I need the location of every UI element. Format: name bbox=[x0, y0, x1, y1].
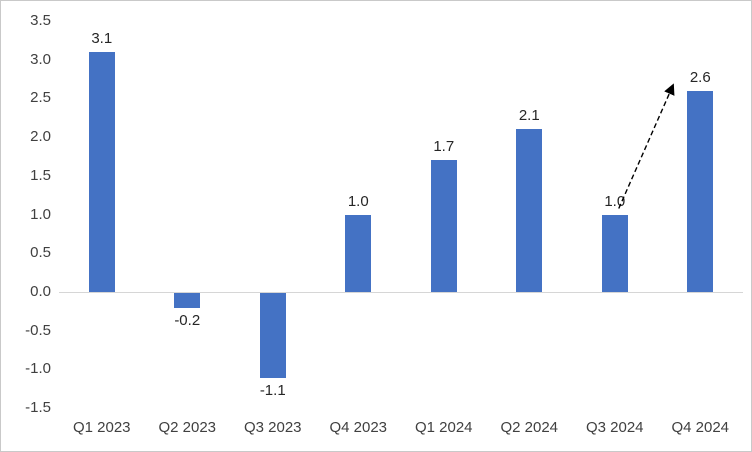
y-tick-label: -0.5 bbox=[25, 321, 51, 339]
bar-value-label: -1.1 bbox=[259, 382, 286, 400]
bar-q4-2023 bbox=[345, 214, 372, 292]
bar-q1-2023 bbox=[88, 51, 115, 292]
y-tick-label: 3.5 bbox=[30, 12, 51, 29]
x-category-label: Q4 2023 bbox=[329, 419, 388, 436]
y-tick-label: 1.5 bbox=[30, 166, 51, 184]
y-tick-label: 3.0 bbox=[30, 50, 51, 68]
zero-axis-line bbox=[59, 291, 743, 293]
bar-q2-2023 bbox=[174, 292, 201, 309]
x-category-label: Q2 2024 bbox=[500, 419, 559, 436]
x-category-label: Q3 2024 bbox=[585, 419, 644, 436]
bar-value-label: 1.0 bbox=[347, 192, 369, 210]
y-tick-label: 0.0 bbox=[30, 282, 51, 300]
y-tick-label: -1.0 bbox=[25, 360, 51, 378]
bar-q4-2024 bbox=[687, 90, 714, 292]
bar-q1-2024 bbox=[430, 160, 457, 292]
x-category-label: Q2 2023 bbox=[158, 419, 217, 436]
dashed-arrow-line bbox=[618, 83, 675, 209]
x-category-label: Q3 2023 bbox=[243, 419, 302, 436]
bar-q3-2024 bbox=[601, 214, 628, 292]
bar-value-label: 3.1 bbox=[91, 29, 113, 47]
x-category-label: Q1 2023 bbox=[72, 419, 131, 436]
x-category-label: Q1 2024 bbox=[414, 419, 473, 436]
y-tick-label: 1.0 bbox=[30, 205, 51, 223]
bar-value-label: 1.0 bbox=[604, 192, 626, 210]
x-category-label: Q4 2024 bbox=[671, 419, 730, 436]
y-tick-label: 2.5 bbox=[30, 89, 51, 107]
bar-value-label: 2.1 bbox=[518, 107, 540, 125]
y-tick-label: 0.5 bbox=[30, 244, 51, 262]
bar-q3-2023 bbox=[259, 292, 286, 379]
y-tick-label: 2.0 bbox=[30, 128, 51, 146]
y-tick-label: -1.5 bbox=[25, 399, 51, 416]
bar-value-label: -0.2 bbox=[174, 312, 201, 330]
bar-value-label: 1.7 bbox=[433, 138, 455, 156]
bar-q2-2024 bbox=[516, 129, 543, 292]
bar-value-label: 2.6 bbox=[689, 68, 711, 86]
